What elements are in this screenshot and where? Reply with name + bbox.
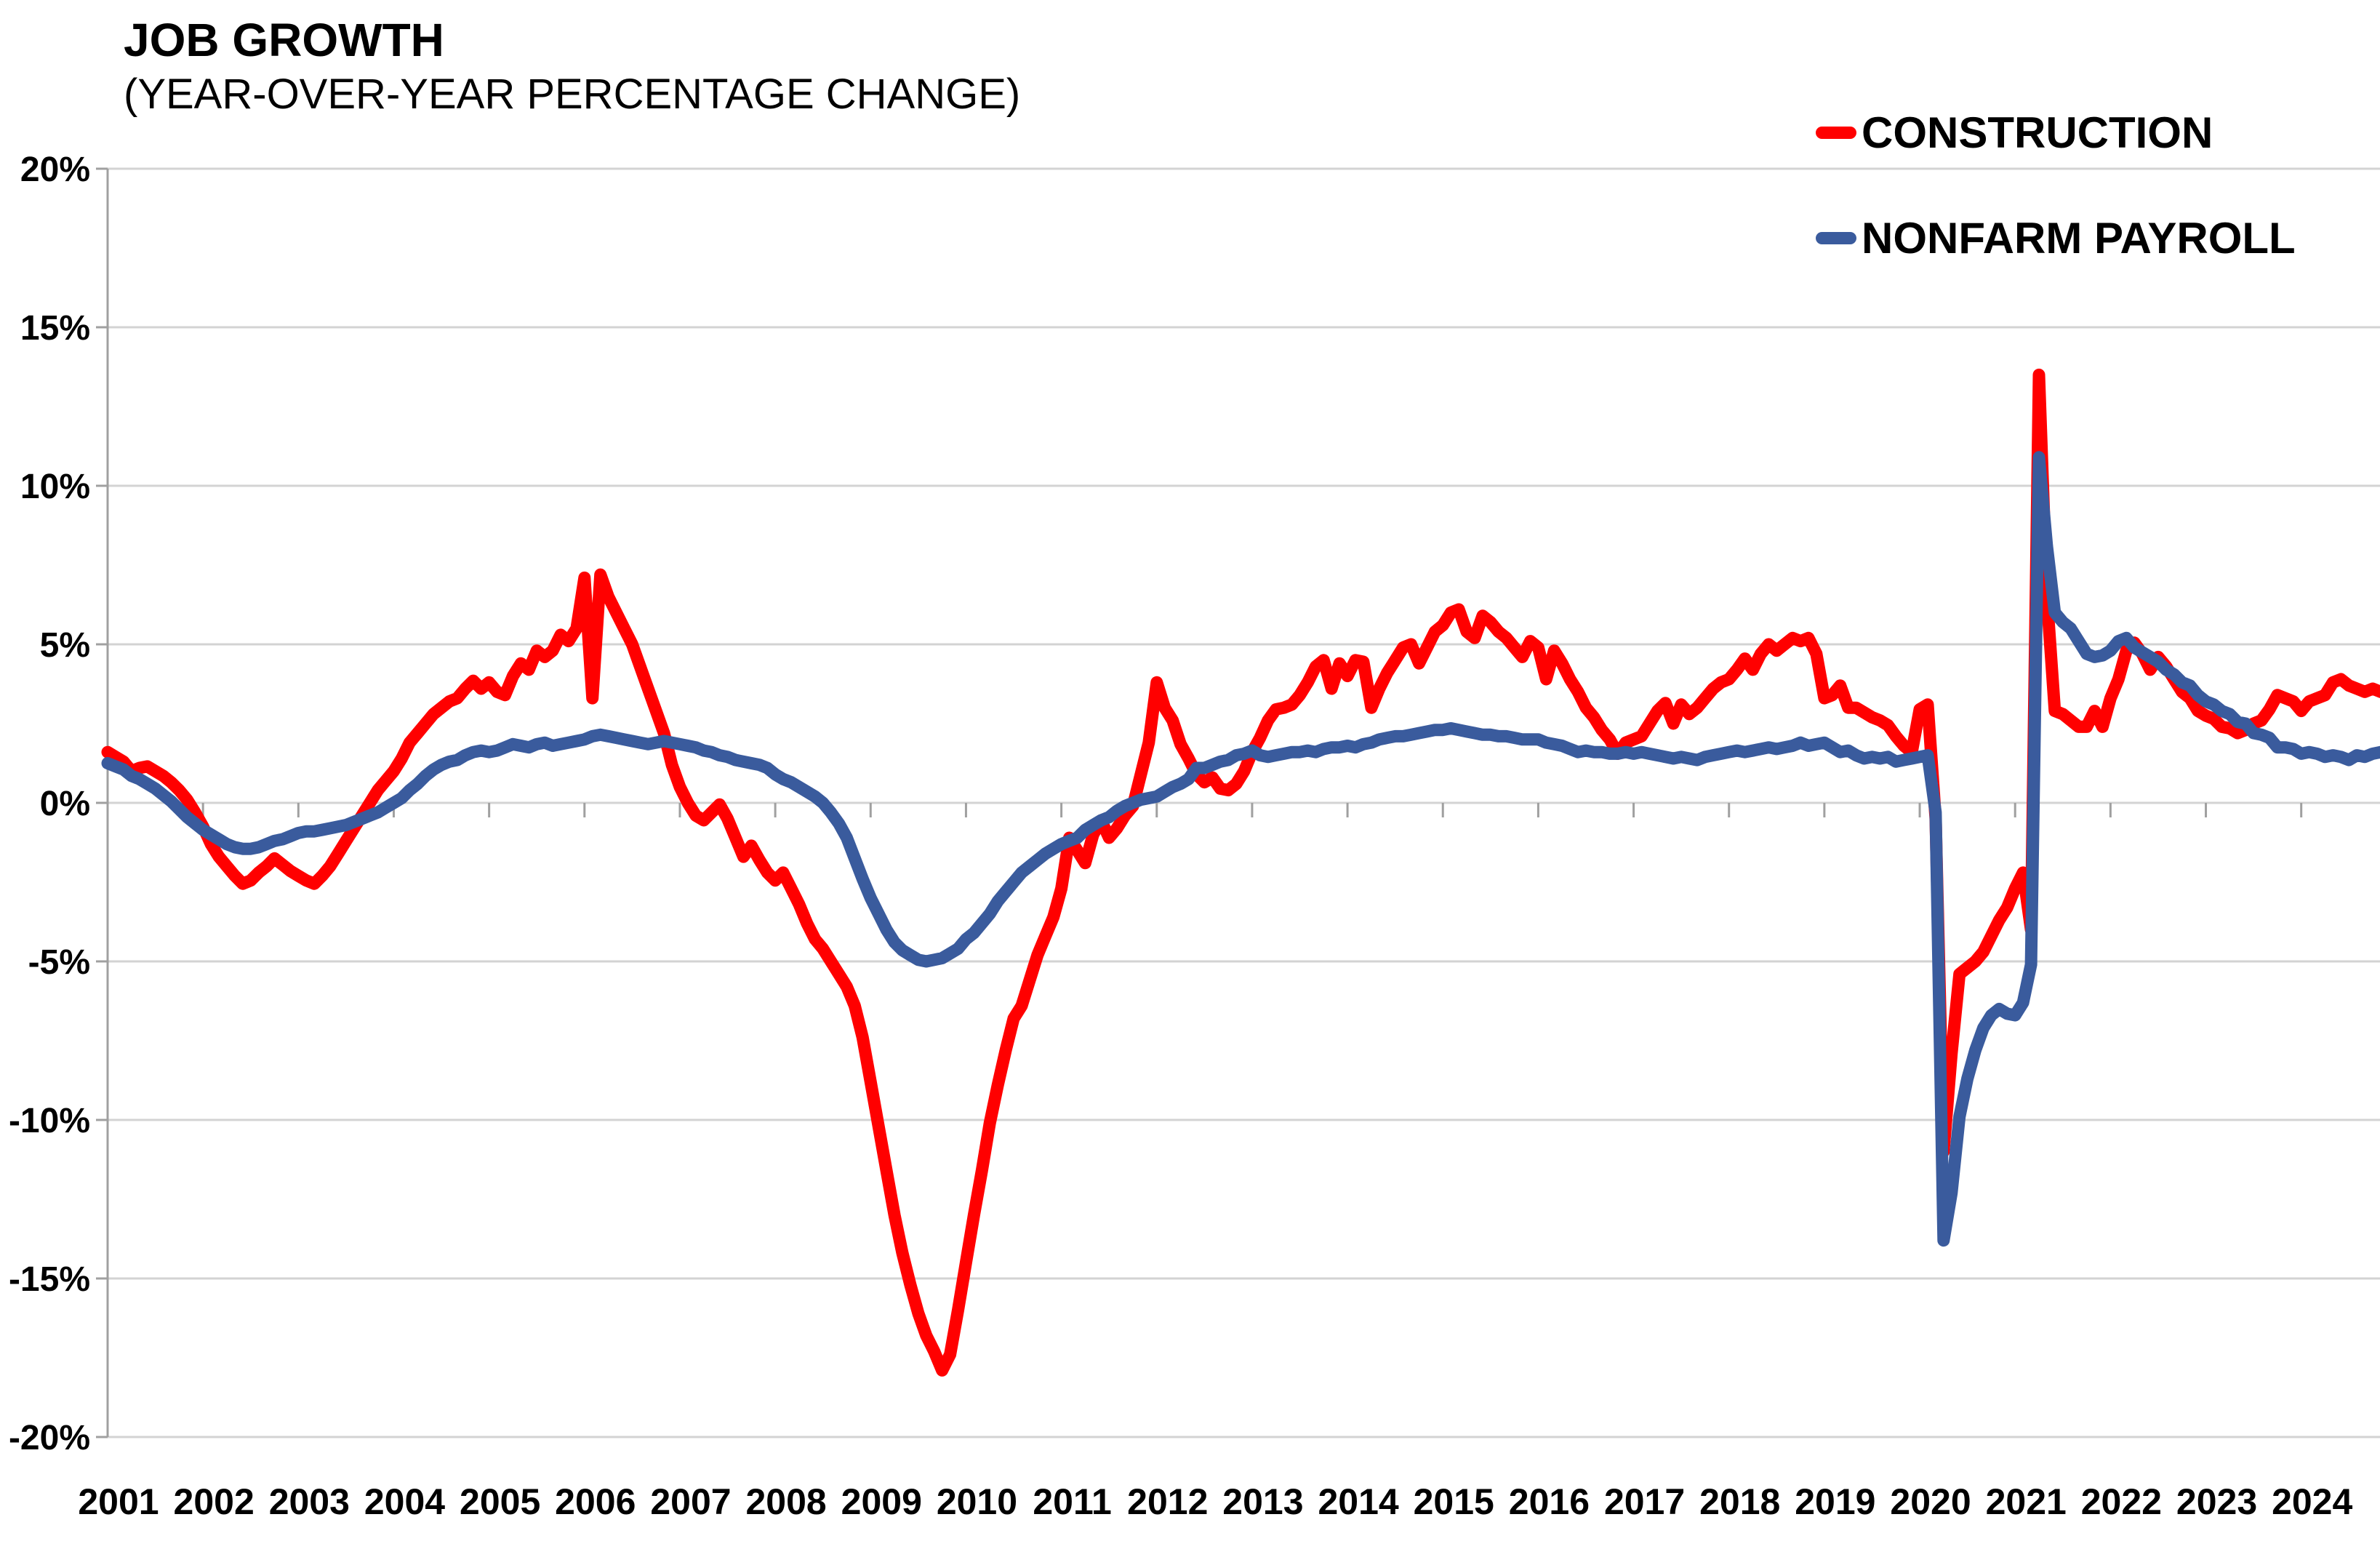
y-axis-label-20%: 20%	[20, 151, 90, 189]
legend-label-construction: CONSTRUCTION	[1862, 108, 2213, 157]
x-axis-label-2013: 2013	[1222, 1481, 1303, 1522]
y-axis-label--10%: -10%	[9, 1102, 90, 1140]
y-axis-label-5%: 5%	[40, 626, 90, 665]
x-axis-label-2001: 2001	[78, 1481, 159, 1522]
x-axis-label-2004: 2004	[364, 1481, 445, 1522]
x-axis-label-2022: 2022	[2081, 1481, 2162, 1522]
x-axis-label-2020: 2020	[1890, 1481, 1971, 1522]
y-axis-label-0%: 0%	[40, 785, 90, 823]
page-subtitle: (YEAR-OVER-YEAR PERCENTAGE CHANGE)	[124, 71, 1021, 118]
x-axis-label-2018: 2018	[1699, 1481, 1780, 1522]
x-axis-label-2009: 2009	[841, 1481, 922, 1522]
x-axis-label-2015: 2015	[1414, 1481, 1494, 1522]
x-axis-label-2006: 2006	[555, 1481, 636, 1522]
x-axis-label-2023: 2023	[2176, 1481, 2257, 1522]
legend-item-nonfarm-payroll: NONFARM PAYROLL	[1816, 213, 2296, 263]
x-axis-label-2012: 2012	[1127, 1481, 1208, 1522]
x-axis-label-2007: 2007	[650, 1481, 731, 1522]
x-axis-label-2024: 2024	[2272, 1481, 2352, 1522]
y-axis-label-15%: 15%	[20, 309, 90, 348]
legend-swatch-construction-icon	[1816, 127, 1856, 139]
x-axis-label-2017: 2017	[1604, 1481, 1685, 1522]
x-axis-label-2005: 2005	[460, 1481, 540, 1522]
x-axis-label-2008: 2008	[746, 1481, 827, 1522]
y-axis-label-10%: 10%	[20, 468, 90, 506]
x-axis-label-2016: 2016	[1509, 1481, 1590, 1522]
x-axis-label-2002: 2002	[174, 1481, 255, 1522]
series-line-construction	[101, 368, 2380, 1377]
x-axis-label-2019: 2019	[1795, 1481, 1875, 1522]
y-axis-label--5%: -5%	[28, 943, 90, 982]
x-axis-label-2003: 2003	[269, 1481, 350, 1522]
series-line-nonfarm-payroll	[101, 451, 2380, 1247]
y-axis-label--15%: -15%	[9, 1260, 90, 1299]
legend-swatch-nonfarm-icon	[1816, 232, 1856, 244]
page-title: JOB GROWTH	[124, 14, 444, 66]
x-axis-label-2014: 2014	[1318, 1481, 1398, 1522]
y-axis-label--20%: -20%	[9, 1419, 90, 1457]
x-axis-label-2010: 2010	[937, 1481, 1017, 1522]
legend-item-construction: CONSTRUCTION	[1816, 108, 2213, 158]
x-axis-label-2021: 2021	[1986, 1481, 2067, 1522]
x-axis-label-2011: 2011	[1033, 1481, 1111, 1522]
legend-label-nonfarm-payroll: NONFARM PAYROLL	[1862, 214, 2296, 263]
